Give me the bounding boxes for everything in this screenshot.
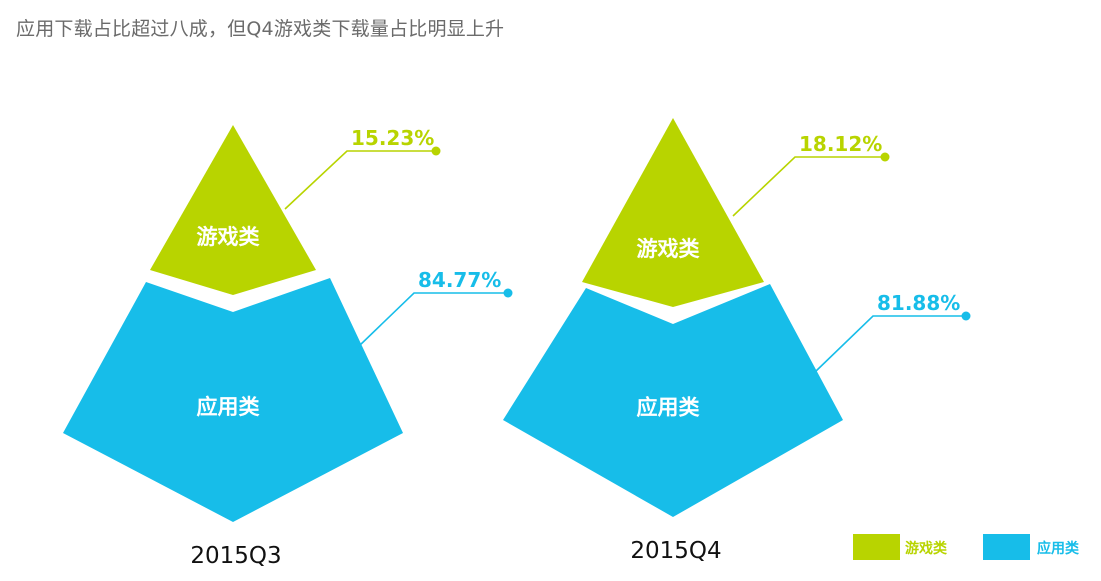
app-value-label: 84.77% [418,268,501,292]
app-segment-2015Q3 [63,278,403,522]
legend-game-swatch [853,534,900,560]
app-segment-label: 应用类 [637,396,701,420]
period-label: 2015Q4 [630,538,721,564]
game-leader-line [284,150,436,210]
legend-app-swatch [983,534,1030,560]
game-segment-label: 游戏类 [197,225,261,249]
legend-app-label: 应用类 [1037,540,1080,557]
game-leader-line [732,156,885,217]
app-leader-dot [961,311,971,321]
app-leader-line [814,315,966,373]
game-value-label: 18.12% [799,132,882,156]
legend-game-label: 游戏类 [905,540,948,557]
game-segment-2015Q3 [150,125,316,295]
app-leader-line [357,292,508,348]
game-segment-label: 游戏类 [637,237,701,261]
game-value-label: 15.23% [351,126,434,150]
app-segment-2015Q4 [503,284,843,517]
app-segment-label: 应用类 [197,395,261,419]
game-leader-dot [431,146,441,156]
game-leader-dot [880,152,890,162]
period-label: 2015Q3 [190,543,281,569]
chart-title: 应用下载占比超过八成，但Q4游戏类下载量占比明显上升 [16,18,505,40]
game-segment-2015Q4 [582,118,764,307]
app-leader-dot [503,288,513,298]
app-value-label: 81.88% [877,291,960,315]
